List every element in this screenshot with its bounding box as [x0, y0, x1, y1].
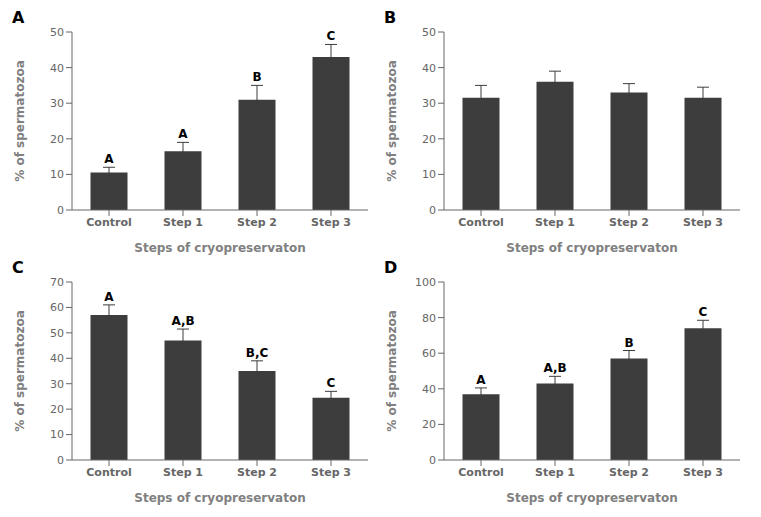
html-text:C: C — [12, 258, 24, 277]
svg-text:70: 70 — [50, 276, 64, 289]
svg-text:20: 20 — [422, 133, 436, 146]
svg-text:% of spermatozoa: % of spermatozoa — [385, 310, 399, 432]
svg-text:A: A — [104, 152, 114, 166]
svg-text:A: A — [178, 127, 188, 141]
svg-text:20: 20 — [50, 133, 64, 146]
svg-text:Control: Control — [458, 216, 503, 229]
svg-text:% of spermatozoa: % of spermatozoa — [13, 60, 27, 182]
svg-text:30: 30 — [422, 97, 436, 110]
svg-text:Step 3: Step 3 — [683, 466, 723, 479]
svg-text:0: 0 — [429, 454, 436, 467]
svg-text:0: 0 — [429, 204, 436, 217]
svg-text:% of spermatozoa: % of spermatozoa — [13, 310, 27, 432]
svg-text:A,B: A,B — [543, 361, 566, 375]
svg-text:Step 3: Step 3 — [311, 466, 351, 479]
svg-text:Steps of cryopreservaton: Steps of cryopreservaton — [134, 241, 305, 255]
svg-text:50: 50 — [50, 327, 64, 340]
svg-text:60: 60 — [422, 347, 436, 360]
svg-text:30: 30 — [50, 97, 64, 110]
svg-text:C: C — [699, 305, 708, 319]
svg-text:40: 40 — [50, 352, 64, 365]
svg-text:40: 40 — [422, 383, 436, 396]
svg-text:0: 0 — [57, 204, 64, 217]
svg-text:B,C: B,C — [246, 346, 269, 360]
svg-text:10: 10 — [50, 428, 64, 441]
svg-text:Control: Control — [86, 466, 131, 479]
svg-text:Steps of cryopreservaton: Steps of cryopreservaton — [506, 491, 677, 505]
svg-text:10: 10 — [50, 168, 64, 181]
svg-text:Step 2: Step 2 — [609, 466, 649, 479]
svg-text:60: 60 — [50, 301, 64, 314]
svg-text:50: 50 — [50, 26, 64, 39]
svg-text:Steps of cryopreservaton: Steps of cryopreservaton — [134, 491, 305, 505]
svg-text:A,B: A,B — [171, 314, 194, 328]
svg-text:C: C — [327, 376, 336, 390]
svg-text:Control: Control — [86, 216, 131, 229]
svg-text:80: 80 — [422, 312, 436, 325]
svg-text:0: 0 — [57, 454, 64, 467]
svg-text:B: B — [624, 336, 633, 350]
svg-text:30: 30 — [50, 378, 64, 391]
svg-text:100: 100 — [415, 276, 436, 289]
svg-text:% of spermatozoa: % of spermatozoa — [385, 60, 399, 182]
svg-text:Control: Control — [458, 466, 503, 479]
svg-text:Step 1: Step 1 — [163, 216, 203, 229]
svg-text:Step 3: Step 3 — [311, 216, 351, 229]
html-text:D: D — [384, 258, 398, 277]
svg-text:B: B — [252, 70, 261, 84]
svg-text:Step 2: Step 2 — [237, 466, 277, 479]
svg-text:Step 2: Step 2 — [237, 216, 277, 229]
svg-text:Step 3: Step 3 — [683, 216, 723, 229]
svg-text:40: 40 — [50, 62, 64, 75]
html-text:A: A — [12, 8, 25, 27]
svg-text:50: 50 — [422, 26, 436, 39]
svg-text:10: 10 — [422, 168, 436, 181]
svg-text:20: 20 — [422, 418, 436, 431]
svg-text:Step 1: Step 1 — [535, 466, 575, 479]
svg-text:40: 40 — [422, 62, 436, 75]
svg-text:Step 1: Step 1 — [163, 466, 203, 479]
svg-text:A: A — [476, 373, 486, 387]
svg-text:A: A — [104, 290, 114, 304]
svg-text:Steps of cryopreservaton: Steps of cryopreservaton — [506, 241, 677, 255]
svg-text:C: C — [327, 29, 336, 43]
html-text:B: B — [384, 8, 397, 27]
svg-text:Step 1: Step 1 — [535, 216, 575, 229]
svg-text:20: 20 — [50, 403, 64, 416]
svg-text:Step 2: Step 2 — [609, 216, 649, 229]
